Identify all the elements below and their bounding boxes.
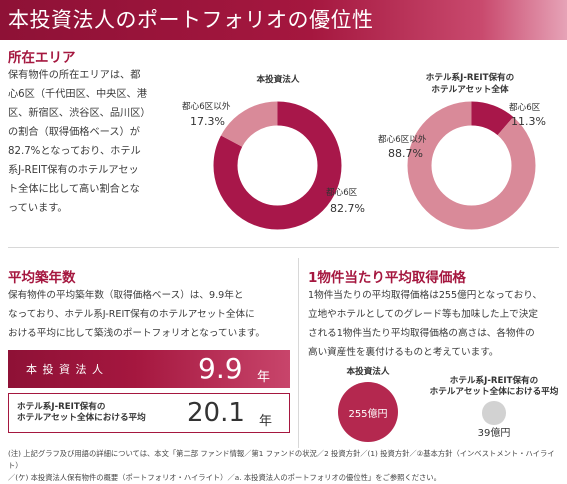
location-text-line: の割合（取得価格ベース）が <box>8 127 140 138</box>
price-text: 1物件当たりの平均取得価格は255億円となっており、 立地やホテルとしてのグレー… <box>308 286 563 362</box>
age-sub-value: 20.1 <box>187 398 245 428</box>
footnote-line: ／(ケ) 本投資法人保有物件の概要（ポートフォリオ・ハイライト）／a. 本投資法… <box>8 473 441 482</box>
age-main-label: 本 投 資 法 人 <box>26 363 104 376</box>
price-text-line: 高い資産性を裏付けるものと考えています。 <box>308 347 499 358</box>
chart1-value-outside: 17.3% <box>190 115 225 128</box>
age-sub-label-line: ホテル系J-REIT保有の <box>17 402 106 412</box>
chart1-label-center: 都心6区 <box>326 188 358 198</box>
price-circle2-label-line: ホテル系J-REIT保有の <box>449 376 539 386</box>
price-text-line: 1物件当たりの平均取得価格は255億円となっており、 <box>308 290 543 301</box>
chart2-label-outside: 都心6区以外 <box>378 135 427 145</box>
price-text-line: される1物件当たり平均取得価格の高さは、各物件の <box>308 328 535 339</box>
chart2-title-line: ホテル系J-REIT保有の <box>425 73 515 83</box>
price-circle2-label-line: ホテルアセット全体における平均 <box>429 387 559 397</box>
age-sub-label: ホテル系J-REIT保有の ホテルアセット全体における平均 <box>17 402 146 424</box>
chart2-title-line: ホテルアセット全体 <box>431 85 509 95</box>
age-main-value: 9.9 <box>198 352 243 385</box>
chart2-slice-outside <box>407 101 536 230</box>
price-circle2-value: 39億円 <box>477 428 511 439</box>
price-circle2-label: ホテル系J-REIT保有の ホテルアセット全体における平均 <box>424 376 564 398</box>
section-divider <box>8 247 559 248</box>
chart2-value-outside: 88.7% <box>388 147 423 160</box>
price-circle1-label: 本投資法人 <box>346 367 390 377</box>
chart1-title: 本投資法人 <box>256 75 300 85</box>
page-title-banner: 本投資法人のポートフォリオの優位性 <box>0 0 567 40</box>
price-circle2 <box>482 401 506 425</box>
chart2-title: ホテル系J-REIT保有の ホテルアセット全体 <box>400 72 540 96</box>
page-title: 本投資法人のポートフォリオの優位性 <box>8 8 374 32</box>
chart2-slices <box>407 101 536 230</box>
location-heading: 所在エリア <box>8 50 76 66</box>
location-text-line: ト全体に比して高い割合とな <box>8 184 140 195</box>
location-text-line: 系J-REIT保有のホテルアセッ <box>8 165 139 176</box>
age-text: 保有物件の平均築年数（取得価格ベース）は、9.9年と なっており、ホテル系J-R… <box>8 286 298 343</box>
location-text: 保有物件の所在エリアは、都 心6区（千代田区、中央区、港 区、新宿区、渋谷区、品… <box>8 66 208 218</box>
age-sub-unit: 年 <box>259 414 273 429</box>
age-heading: 平均築年数 <box>8 270 76 286</box>
chart1-label-outside: 都心6区以外 <box>182 102 231 112</box>
chart1-value-center: 82.7% <box>330 202 365 215</box>
price-text-line: 立地やホテルとしてのグレード等も加味した上で決定 <box>308 309 538 320</box>
location-text-line: 82.7%となっており、ホテル <box>8 146 141 157</box>
chart1-slice-outside <box>213 101 342 230</box>
column-divider <box>298 258 299 448</box>
chart2-donut <box>407 101 536 230</box>
chart1-slices <box>213 101 342 230</box>
chart2-value-center: 11.3% <box>511 115 546 128</box>
price-circle1-value: 255億円 <box>348 408 388 420</box>
footnote-line: (注) 上記グラフ及び用語の詳細については、本文「第二部 ファンド情報／第1 フ… <box>8 449 555 470</box>
price-circle1: 255億円 <box>338 382 398 442</box>
age-text-line: おける平均に比して築浅のポートフォリオとなっています。 <box>8 328 266 339</box>
location-text-line: 保有物件の所在エリアは、都 <box>8 70 141 81</box>
location-text-line: っています。 <box>8 203 68 214</box>
chart1-donut <box>213 101 342 230</box>
age-text-line: なっており、ホテル系J-REIT保有のホテルアセット全体に <box>8 309 255 320</box>
footnote: (注) 上記グラフ及び用語の詳細については、本文「第二部 ファンド情報／第1 フ… <box>8 448 563 484</box>
age-sub-box: ホテル系J-REIT保有の ホテルアセット全体における平均 20.1 年 <box>8 393 290 433</box>
location-text-line: 心6区（千代田区、中央区、港 <box>8 89 147 100</box>
age-main-box: 本 投 資 法 人 9.9 年 <box>8 350 290 388</box>
price-heading: 1物件当たり平均取得価格 <box>308 270 466 286</box>
location-text-line: 区、新宿区、渋谷区、品川区） <box>8 108 151 119</box>
age-main-unit: 年 <box>257 370 271 385</box>
age-text-line: 保有物件の平均築年数（取得価格ベース）は、9.9年と <box>8 290 244 301</box>
chart2-label-center: 都心6区 <box>509 103 541 113</box>
age-sub-label-line: ホテルアセット全体における平均 <box>17 413 146 423</box>
